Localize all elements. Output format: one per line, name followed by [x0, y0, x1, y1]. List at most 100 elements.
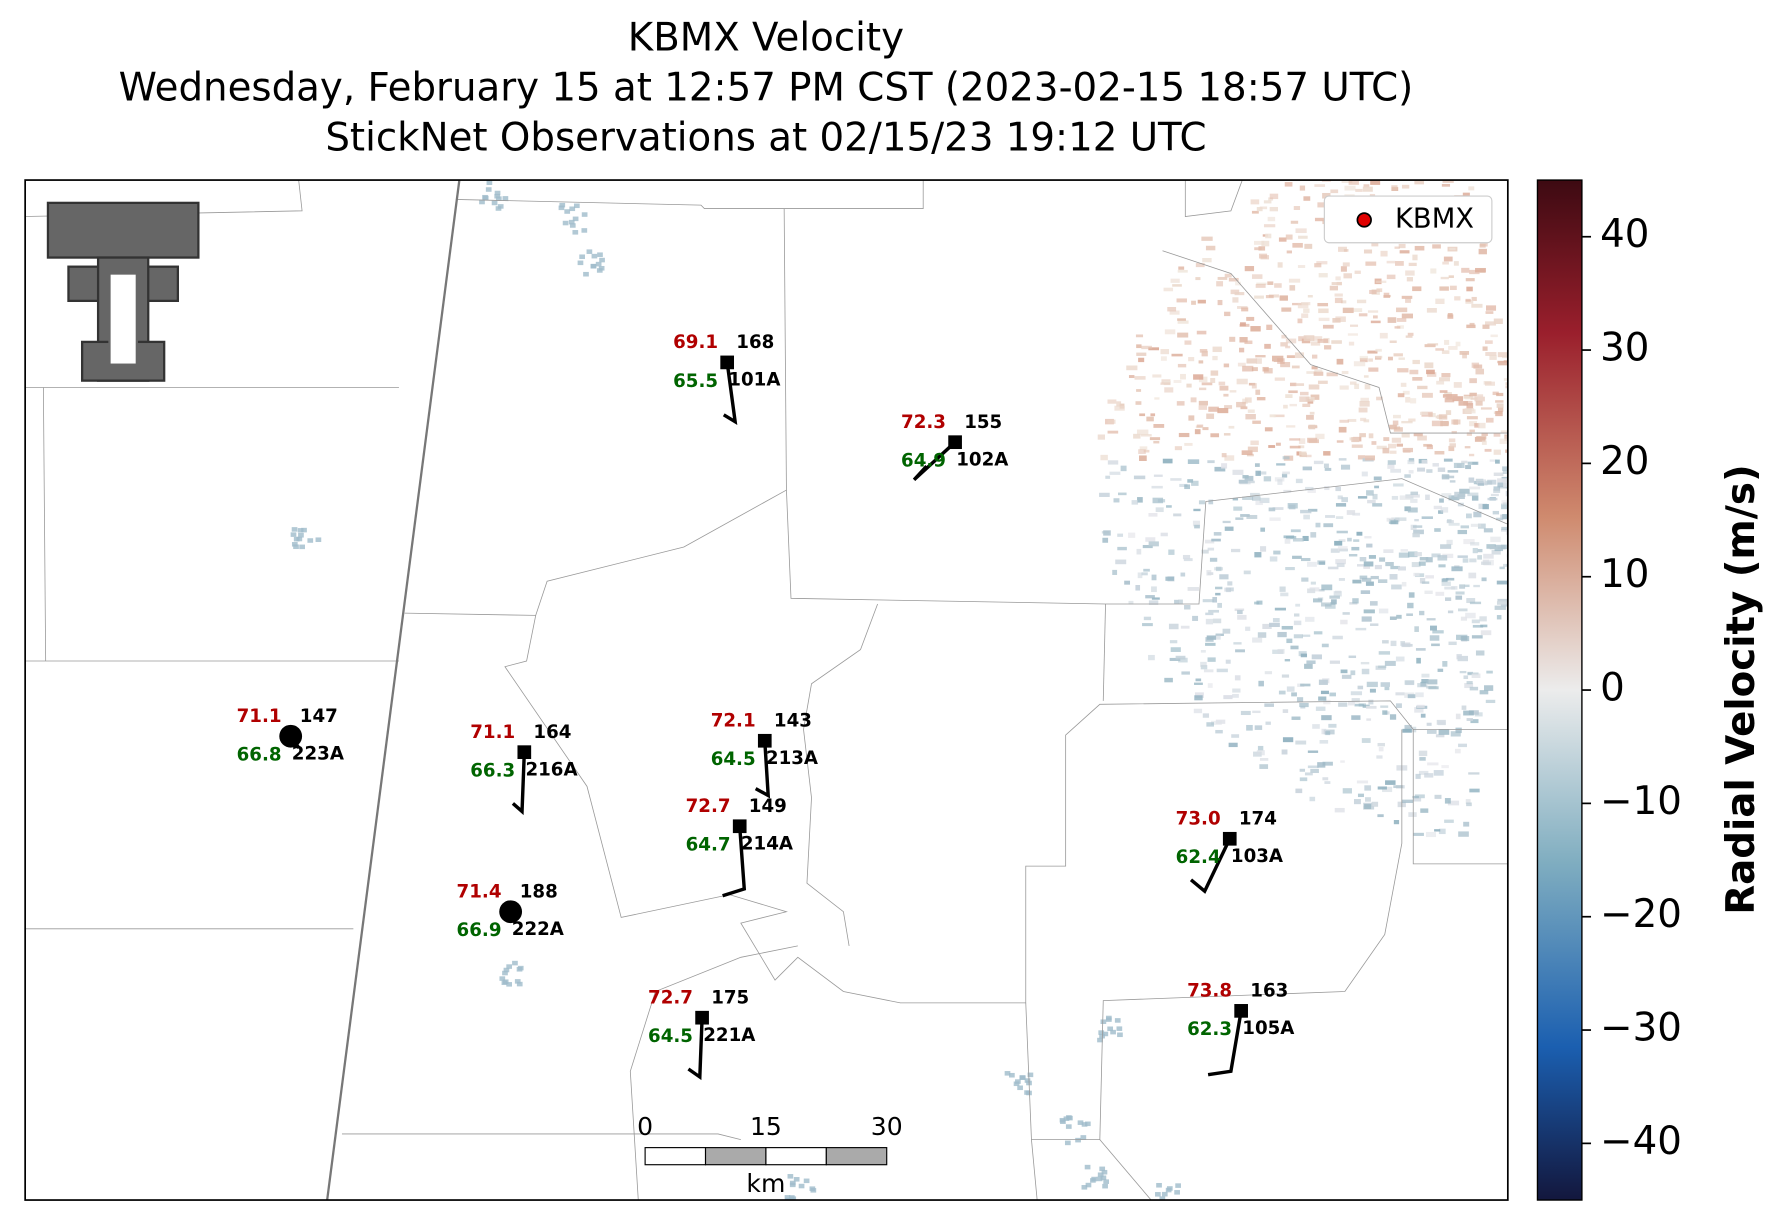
radar-gate — [1397, 166, 1406, 170]
radar-gate — [787, 1174, 794, 1179]
temperature: 72.7 — [686, 796, 731, 817]
radar-gate — [1257, 471, 1267, 475]
radar-gate — [1502, 514, 1508, 520]
radar-gate — [1322, 324, 1334, 329]
radar-gate — [1395, 261, 1404, 266]
radar-gate — [1152, 374, 1162, 378]
radar-gate — [1313, 598, 1323, 603]
radar-gate — [1235, 649, 1245, 653]
radar-gate — [1516, 501, 1523, 506]
radar-gate — [1471, 635, 1483, 639]
colorbar-tick-label: 10 — [1600, 552, 1649, 597]
radar-gate — [1151, 586, 1157, 593]
radar-gate — [1393, 427, 1403, 432]
radar-gate — [1515, 419, 1522, 421]
radar-gate — [1427, 679, 1438, 685]
radar-gate — [1208, 406, 1219, 412]
station: 72.7 175 64.5 221A — [648, 987, 756, 1081]
radar-gate — [1369, 289, 1377, 294]
radar-gate — [1495, 411, 1503, 417]
radar-gate — [1224, 405, 1233, 409]
radar-gate — [1306, 414, 1314, 420]
radar-gate — [1368, 699, 1374, 705]
radar-gate — [1215, 592, 1221, 596]
radar-gate — [1455, 595, 1463, 600]
radar-gate — [1435, 298, 1445, 304]
radar-gate — [1295, 603, 1301, 607]
radar-gate — [1417, 683, 1428, 688]
radar-gate — [1386, 143, 1391, 148]
radar-gate — [1282, 737, 1294, 743]
radar-gate — [1305, 616, 1315, 622]
radar-gate — [1349, 169, 1359, 172]
radar-gate — [1459, 488, 1470, 494]
radar-gate — [1416, 704, 1425, 708]
radar-gate — [1281, 334, 1287, 339]
radar-gate — [1312, 724, 1320, 729]
radar-gate — [1339, 419, 1350, 423]
radar-gate — [1519, 488, 1528, 491]
radar-gate — [1097, 434, 1105, 440]
radar-gate — [1295, 228, 1307, 234]
radar-gate — [1300, 683, 1311, 687]
radar-gate — [1360, 417, 1367, 422]
radar-gate — [1382, 786, 1393, 793]
radar-gate — [1420, 808, 1429, 813]
radar-gate — [1417, 435, 1427, 441]
radar-gate — [1455, 591, 1465, 595]
radar-gate — [1297, 318, 1303, 324]
radar-gate — [1386, 260, 1396, 264]
radar-gate — [1251, 274, 1263, 279]
radar-gate — [1475, 267, 1486, 273]
radar-gate — [1448, 346, 1458, 350]
radar-gate — [1305, 396, 1315, 402]
radar-gate — [1363, 564, 1371, 569]
radar-gate — [1404, 474, 1411, 478]
radar-gate — [494, 190, 501, 196]
radar-gate — [1280, 342, 1288, 347]
radar-gate — [1398, 566, 1406, 571]
radar-gate — [1523, 475, 1528, 478]
radar-gate — [1162, 458, 1173, 464]
radar-gate — [1283, 404, 1288, 409]
radar-gate — [1524, 473, 1529, 478]
radar-gate — [1318, 696, 1327, 701]
radar-gate — [1280, 592, 1289, 597]
radar-gate — [1128, 600, 1134, 605]
radar-gate — [1500, 604, 1508, 607]
station-id: 103A — [1231, 846, 1284, 867]
radar-gate — [1239, 347, 1245, 353]
radar-gate — [1184, 442, 1193, 446]
radar-gate — [1199, 387, 1207, 391]
radar-gate — [1192, 520, 1201, 527]
radar-gate — [1303, 308, 1310, 313]
dewpoint: 65.5 — [673, 371, 718, 392]
radar-gate — [1375, 348, 1382, 352]
radar-gate — [1361, 577, 1372, 582]
radar-gate — [1418, 750, 1428, 757]
radar-gate — [1393, 820, 1400, 825]
radar-gate — [1276, 463, 1286, 466]
radar-gate — [1390, 520, 1399, 525]
radar-gate — [1192, 615, 1199, 621]
radar-gate — [1450, 731, 1461, 737]
radar-gate — [1385, 561, 1394, 567]
radar-gate — [1405, 396, 1411, 403]
radar-gate — [1304, 663, 1313, 669]
radar-gate — [1115, 559, 1127, 565]
radar-gate — [1341, 370, 1349, 375]
radar-gate — [1438, 510, 1444, 514]
radar-gate — [1489, 546, 1498, 550]
radar-gate — [1445, 475, 1455, 479]
radar-gate — [1019, 1075, 1026, 1080]
radar-gate — [1205, 618, 1214, 625]
radar-gate — [1321, 643, 1329, 648]
radar-gate — [1466, 598, 1476, 604]
radar-gate — [1367, 499, 1376, 504]
radar-gate — [1337, 546, 1348, 551]
radar-gate — [1293, 206, 1301, 211]
radar-gate — [1414, 626, 1419, 632]
radar-gate — [1340, 760, 1345, 763]
radar-gate — [1502, 466, 1508, 471]
radar-gate — [1387, 317, 1397, 323]
